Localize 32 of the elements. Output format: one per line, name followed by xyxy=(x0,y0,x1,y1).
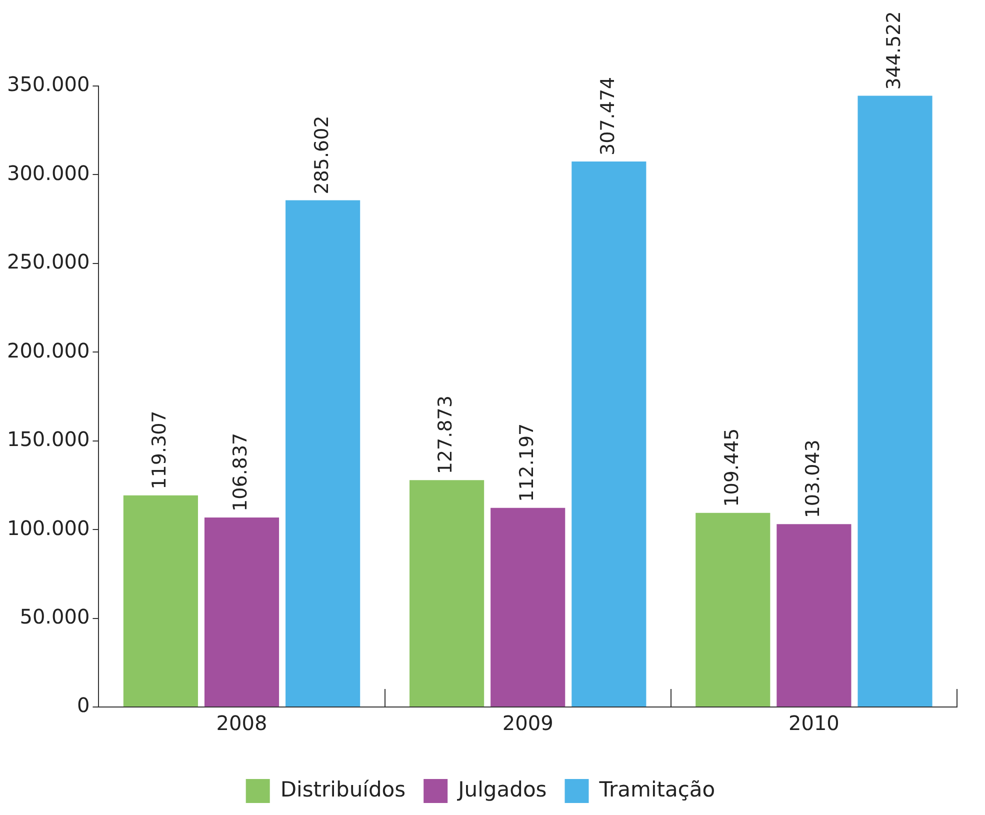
x-tick-label: 2008 xyxy=(216,711,268,736)
data-label: 106.837 xyxy=(230,432,252,512)
bar xyxy=(776,524,852,706)
bar xyxy=(858,96,932,706)
y-tick-label: 200.000 xyxy=(6,338,90,362)
data-label: 109.445 xyxy=(720,428,743,507)
y-tick-label: 0 xyxy=(76,693,90,718)
data-label: 307.474 xyxy=(596,76,619,156)
data-label: 344.522 xyxy=(882,11,905,90)
y-tick-label: 350.000 xyxy=(6,72,90,96)
data-label: 127.873 xyxy=(434,396,457,474)
y-tick-label: 50.000 xyxy=(20,604,90,628)
y-tick-label: 300.000 xyxy=(6,160,90,185)
y-tick-label: 100.000 xyxy=(6,516,90,540)
data-label: 119.307 xyxy=(148,410,171,490)
x-tick-label: 2009 xyxy=(502,711,554,736)
y-tick-label: 150.000 xyxy=(6,427,90,452)
bar xyxy=(410,480,484,706)
bar xyxy=(490,508,566,706)
bar xyxy=(286,200,360,706)
legend-label: Julgados xyxy=(456,777,547,802)
data-label: 285.602 xyxy=(310,116,333,194)
bar xyxy=(204,517,280,706)
y-tick-label: 250.000 xyxy=(6,250,90,274)
legend-label: Distribuídos xyxy=(280,777,406,802)
data-label: 112.197 xyxy=(516,423,538,502)
bar xyxy=(696,512,770,706)
legend-label: Tramitação xyxy=(598,777,716,802)
bar xyxy=(123,495,198,706)
x-tick-label: 2010 xyxy=(788,711,840,736)
data-label: 103.043 xyxy=(802,440,824,518)
bar xyxy=(572,161,646,706)
